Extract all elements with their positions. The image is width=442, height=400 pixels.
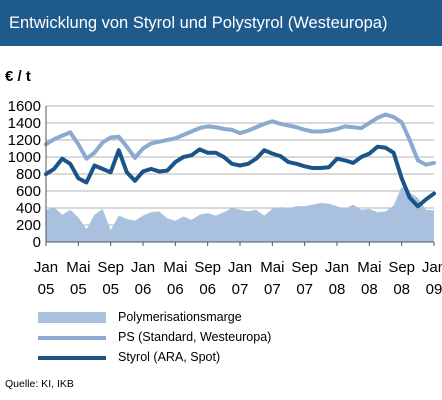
- legend-label-ps: PS (Standard, Westeuropa): [118, 330, 272, 344]
- y-tick-label: 200: [16, 217, 41, 234]
- x-tick-label-month: Sep: [97, 259, 124, 276]
- x-tick-label-month: Jan: [131, 259, 155, 276]
- y-tick-label: 1600: [8, 98, 41, 115]
- x-tick-label-month: Jan: [325, 259, 349, 276]
- x-tick-label-month: Jan: [228, 259, 252, 276]
- y-tick-label: 800: [16, 166, 41, 183]
- y-tick-label: 1000: [8, 149, 41, 166]
- y-tick-label: 0: [33, 234, 41, 251]
- x-tick-label-year: 06: [135, 281, 152, 298]
- legend-swatch-ps: [38, 336, 106, 340]
- legend-swatch-area: [38, 312, 106, 323]
- x-tick-label-month: Jan: [422, 259, 442, 276]
- x-tick-label-year: 07: [264, 281, 281, 298]
- x-tick-label-year: 07: [296, 281, 313, 298]
- x-tick-label-month: Sep: [388, 259, 415, 276]
- x-tick-label-month: Mai: [260, 259, 284, 276]
- x-tick-label-year: 05: [70, 281, 87, 298]
- x-tick-label-month: Mai: [163, 259, 187, 276]
- y-tick-label: 1200: [8, 132, 41, 149]
- x-tick-label-month: Sep: [194, 259, 221, 276]
- line-series-ps: [44, 112, 436, 167]
- x-tick-label-year: 06: [199, 281, 216, 298]
- y-tick-label: 600: [16, 183, 41, 200]
- x-tick-label-month: Mai: [357, 259, 381, 276]
- x-tick-label-year: 07: [232, 281, 249, 298]
- legend-label-styrol: Styrol (ARA, Spot): [118, 350, 221, 364]
- area-series-polymerisationsmarge: [46, 186, 434, 242]
- x-tick-label-month: Jan: [34, 259, 58, 276]
- x-tick-label-year: 08: [361, 281, 378, 298]
- x-tick-label-month: Mai: [66, 259, 90, 276]
- y-tick-label: 1400: [8, 115, 41, 132]
- line-series-group: [44, 112, 436, 209]
- y-axis-unit-label: € / t: [5, 68, 31, 85]
- x-tick-label-year: 08: [329, 281, 346, 298]
- x-tick-label-year: 05: [38, 281, 55, 298]
- x-tick-label-year: 05: [102, 281, 119, 298]
- chart-title: Entwicklung von Styrol und Polystyrol (W…: [0, 0, 442, 46]
- x-tick-label-month: Sep: [291, 259, 318, 276]
- legend-label-area: Polymerisationsmarge: [118, 310, 242, 324]
- y-tick-label: 400: [16, 200, 41, 217]
- line-series-styrol: [44, 144, 436, 209]
- x-tick-label-year: 08: [393, 281, 410, 298]
- x-tick-label-year: 09: [426, 281, 442, 298]
- area-series-group: [46, 186, 434, 242]
- x-tick-label-year: 06: [167, 281, 184, 298]
- source-note: Quelle: KI, IKB: [5, 378, 74, 390]
- legend-swatch-styrol: [38, 356, 106, 360]
